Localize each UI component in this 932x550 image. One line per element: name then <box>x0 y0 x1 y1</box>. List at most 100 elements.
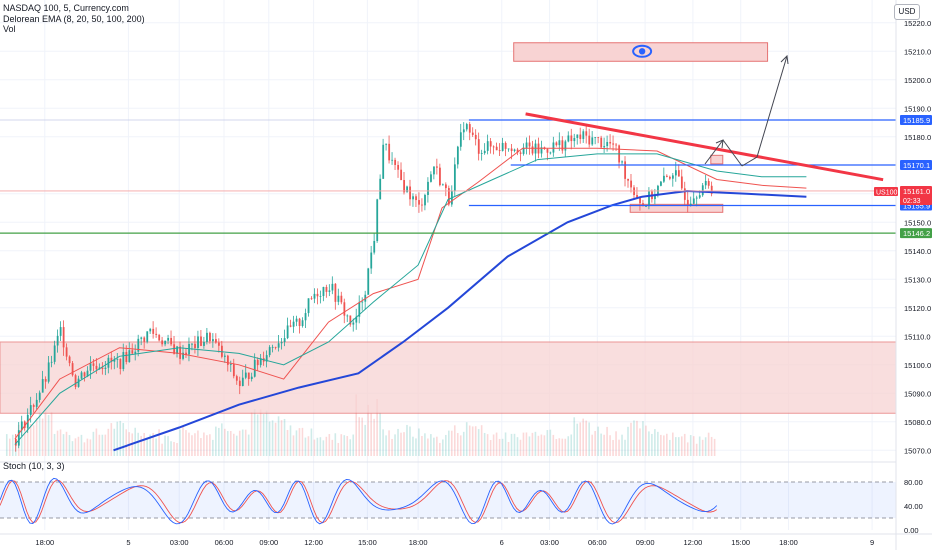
volume-bar <box>695 443 698 456</box>
volume-bar <box>361 417 363 456</box>
volume-bar <box>427 438 429 456</box>
candle-body <box>480 153 483 154</box>
candle-body <box>412 196 414 200</box>
volume-bar <box>98 434 101 456</box>
price-axis[interactable]: 15070.0 15080.0 15090.0 15100.0 15110.0 15120… <box>874 0 932 550</box>
candle-body <box>367 268 370 295</box>
price-tick-label: 15210.0 <box>904 47 931 56</box>
candle-body <box>421 204 423 206</box>
volume-bar <box>531 432 534 456</box>
candle-body <box>546 148 549 153</box>
volume-bar <box>373 418 375 456</box>
candle-body <box>155 333 158 335</box>
volume-bar <box>194 433 196 456</box>
candle-body <box>247 372 250 379</box>
volume-bar <box>59 429 62 456</box>
time-tick-label: 15:00 <box>358 538 377 547</box>
volume-bar <box>618 439 620 456</box>
volume-bar <box>71 441 74 456</box>
volume-bar <box>322 440 325 456</box>
volume-bar <box>241 429 244 456</box>
candle-body <box>125 352 128 362</box>
candle-body <box>486 141 489 151</box>
candle-body <box>621 161 624 163</box>
chart-legend: NASDAQ 100, 5, Currency.com Delorean EMA… <box>3 3 145 35</box>
candle-body <box>304 313 307 321</box>
volume-bar <box>298 428 301 456</box>
volume-bar <box>403 432 405 456</box>
candle-body <box>218 342 220 346</box>
candle-body <box>403 180 405 193</box>
volume-bar <box>35 417 38 456</box>
stoch-indicator-label[interactable]: Stoch (10, 3, 3) <box>3 461 65 471</box>
volume-bar <box>412 436 414 456</box>
volume-bar <box>439 442 441 456</box>
candle-body <box>226 355 229 365</box>
candle-body <box>352 322 355 325</box>
volume-bar <box>215 426 217 456</box>
volume-bar <box>585 420 587 456</box>
candle-body <box>244 372 247 378</box>
volume-bar <box>95 428 98 456</box>
candle-body <box>295 318 298 322</box>
volume-bar <box>86 438 89 456</box>
candle-body <box>591 137 594 145</box>
candle-body <box>698 195 701 198</box>
volume-bar <box>561 438 564 456</box>
arrow-up-1 <box>704 139 724 165</box>
volume-bar <box>197 430 199 456</box>
symbol-title[interactable]: NASDAQ 100, 5, Currency.com <box>3 3 129 13</box>
candle-body <box>313 293 316 299</box>
volume-bar <box>301 427 304 456</box>
time-axis[interactable]: 18:00 5 03:00 06:00 09:00 12:00 15:00 18:00 6 03:… <box>0 533 932 547</box>
volume-bar <box>686 442 689 456</box>
volume-bar <box>627 426 629 456</box>
level-tag-label: 15170.1 <box>903 161 930 170</box>
volume-bar <box>442 439 444 456</box>
candle-body <box>672 175 674 179</box>
volume-bar <box>229 431 232 456</box>
ema-indicator-label[interactable]: Delorean EMA (8, 20, 50, 100, 200) <box>3 13 145 24</box>
volume-bar <box>591 434 593 456</box>
volume-bar <box>116 421 119 456</box>
volume-bar <box>528 436 531 456</box>
level-tag-label: 15185.9 <box>903 116 930 125</box>
candle-body <box>442 184 444 186</box>
candle-body <box>89 363 92 371</box>
level-tag-label: 15155.9 <box>903 201 930 210</box>
volume-bar <box>534 431 537 456</box>
candle-body <box>176 346 179 354</box>
volume-bar <box>349 439 352 456</box>
candle-body <box>301 320 304 326</box>
candle-body <box>128 350 131 362</box>
volume-bar <box>277 416 280 456</box>
candle-body <box>692 198 695 204</box>
volume-bar <box>161 443 163 456</box>
candle-body <box>17 430 20 446</box>
candle-body <box>439 167 441 186</box>
volume-bar <box>546 430 549 456</box>
volume-bar <box>77 436 80 456</box>
candle-body <box>143 337 146 342</box>
candle-body <box>310 298 313 300</box>
candle-body <box>603 146 606 148</box>
volume-bar <box>29 423 32 456</box>
candle-body <box>552 142 555 153</box>
candle-body <box>525 142 528 148</box>
candle-body <box>355 316 358 323</box>
volume-bar <box>65 431 68 456</box>
candle-body <box>409 186 411 200</box>
candle-body <box>197 336 199 349</box>
volume-indicator-label[interactable]: Vol <box>3 24 16 34</box>
volume-bar <box>418 428 420 456</box>
volume-bar <box>624 439 626 456</box>
currency-badge[interactable]: USD <box>894 4 920 20</box>
volume-bar <box>179 429 181 456</box>
volume-bar <box>319 437 322 456</box>
time-tick-label: 06:00 <box>588 538 607 547</box>
candle-body <box>194 343 196 349</box>
volume-bar <box>504 432 507 456</box>
symbol-tag-label: US100 <box>876 189 898 196</box>
volume-bar <box>343 435 346 456</box>
